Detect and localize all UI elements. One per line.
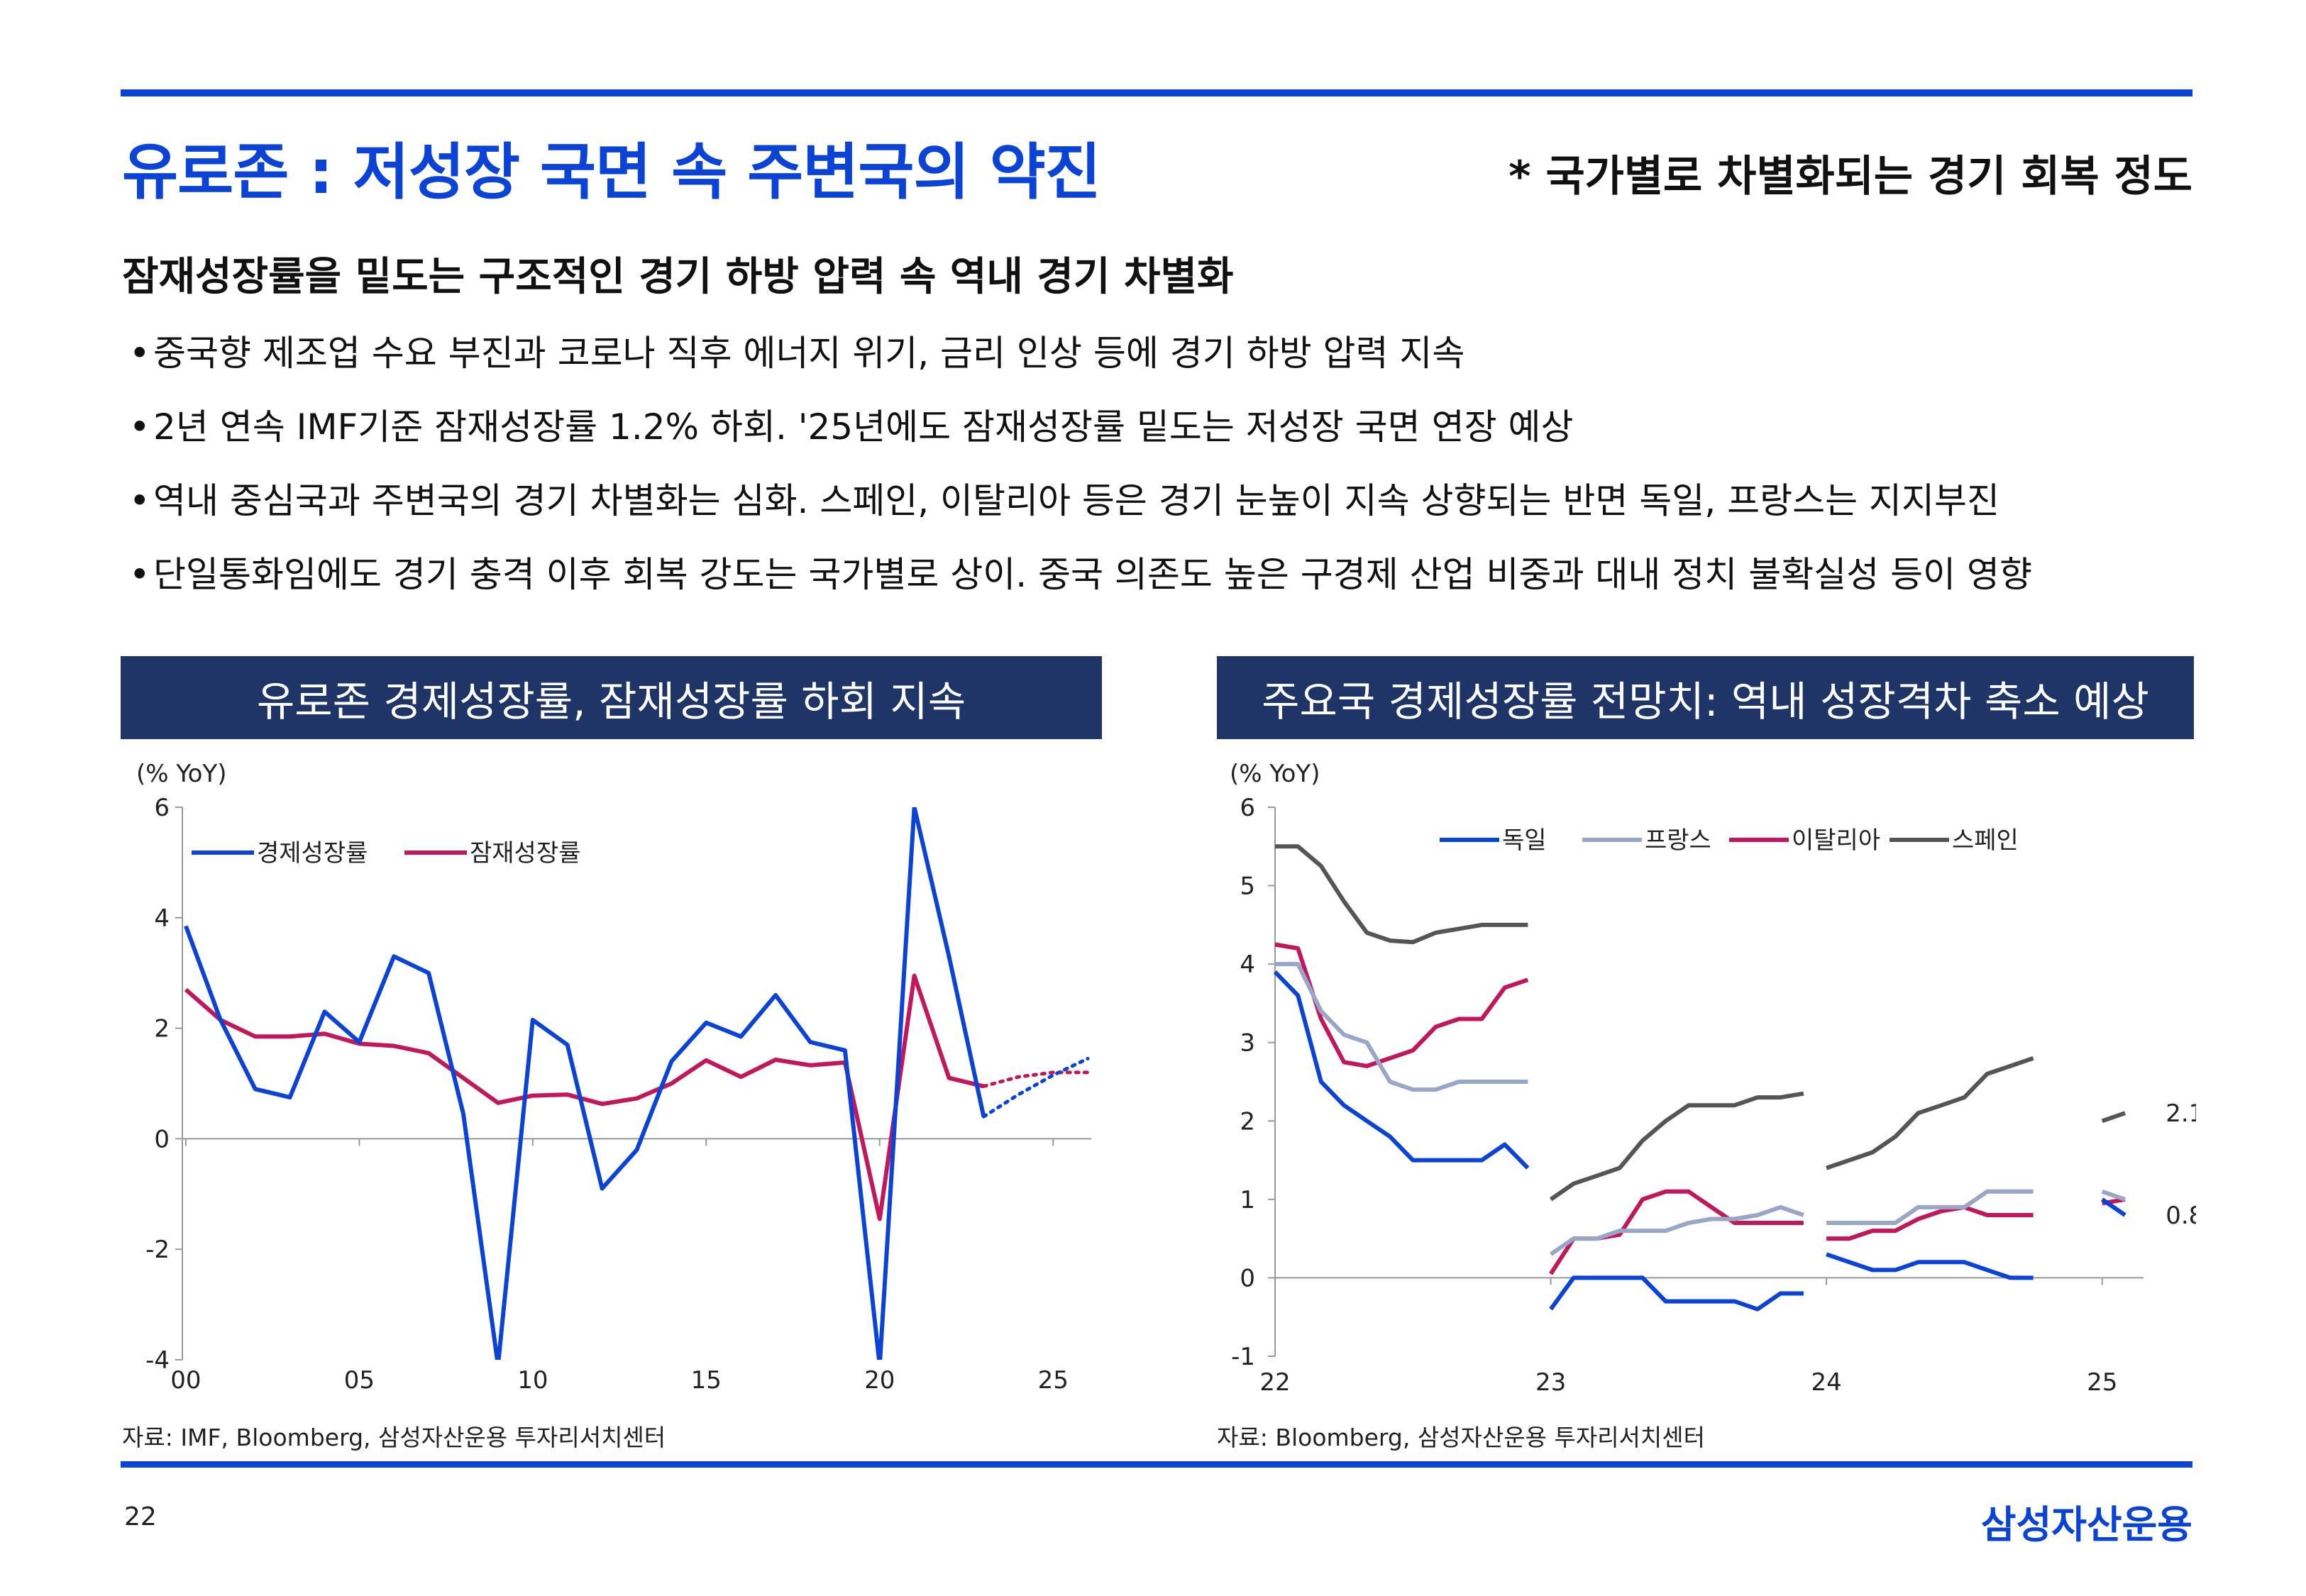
bullet-text: 중국향 제조업 수요 부진과 코로나 직후 에너지 위기, 금리 인상 등에 경… [153, 333, 1465, 374]
series-line-경제성장률 [184, 807, 986, 1360]
bullet-text: 역내 중심국과 주변국의 경기 차별화는 심화. 스페인, 이탈리아 등은 경기… [153, 480, 1999, 521]
page-title: 유로존 : 저성장 국면 속 주변국의 약진 [122, 137, 1101, 208]
forecast-line-경제성장률 [981, 1056, 1090, 1119]
series-line-독일 [2101, 1197, 2126, 1217]
legend-label: 경제성장률 [257, 839, 368, 868]
legend-label: 잠재성장률 [470, 839, 580, 868]
series-line-스페인 [1549, 1091, 1804, 1202]
x-tick-label: 22 [1259, 1368, 1290, 1397]
y-axis-label: (% YoY) [1230, 760, 1320, 788]
series-line-잠재성장률 [184, 973, 985, 1221]
y-tick-label: 4 [1240, 951, 1255, 979]
y-tick-label: 0 [1240, 1264, 1255, 1292]
x-tick-label: 00 [170, 1366, 201, 1395]
y-tick-label: -1 [1231, 1343, 1255, 1371]
y-tick-label: 0 [154, 1125, 170, 1153]
series-line-독일 [1826, 1252, 2034, 1280]
bottom-accent-bar [121, 1461, 2192, 1468]
bullet-list: •중국향 제조업 수요 부진과 코로나 직후 에너지 위기, 금리 인상 등에 … [129, 333, 2032, 628]
x-tick-label: 23 [1535, 1368, 1566, 1397]
x-tick-label: 10 [517, 1366, 548, 1395]
top-accent-bar [121, 89, 2192, 96]
bullet-item: •역내 중심국과 주변국의 경기 차별화는 심화. 스페인, 이탈리아 등은 경… [129, 481, 2032, 555]
legend-label: 프랑스 [1645, 826, 1711, 855]
series-line-프랑스 [1826, 1189, 2034, 1225]
bullet-item: •중국향 제조업 수요 부진과 코로나 직후 에너지 위기, 금리 인상 등에 … [129, 333, 2032, 407]
series-line-독일 [1273, 970, 1530, 1170]
chart2-source: 자료: Bloomberg, 삼성자산운용 투자리서치센터 [1217, 1424, 1705, 1451]
page-subnote: * 국가별로 차별화되는 경기 회복 정도 [1508, 152, 2192, 201]
legend-label: 이탈리아 [1792, 826, 1880, 855]
series-line-프랑스 [2101, 1189, 2126, 1202]
series-line-스페인 [2101, 1111, 2126, 1124]
x-tick-label: 24 [1811, 1368, 1842, 1397]
series-line-이탈리아 [1549, 1189, 1804, 1275]
y-tick-label: 4 [154, 904, 170, 933]
x-tick-label: 15 [691, 1366, 722, 1395]
bullet-item: •단일통화임에도 경기 충격 이후 회복 강도는 국가별로 상이. 중국 의존도… [129, 555, 2032, 628]
x-tick-label: 20 [864, 1366, 895, 1395]
series-line-프랑스 [1549, 1204, 1804, 1256]
chart2-plot: (% YoY) 6 5 4 3 2 1 0 -122 23 24 25 2.1 0.8 독일 프랑스 이탈리아 스… [1230, 760, 2196, 1397]
bullet-mark: • [129, 406, 150, 448]
x-tick-label: 05 [344, 1366, 375, 1395]
series-line-프랑스 [1275, 962, 1528, 1092]
chart1-source: 자료: IMF, Bloomberg, 삼성자산운용 투자리서치센터 [122, 1424, 666, 1451]
x-tick-label: 25 [2087, 1368, 2117, 1397]
y-tick-label: 2 [1240, 1107, 1255, 1136]
bullet-text: 단일통화임에도 경기 충격 이후 회복 강도는 국가별로 상이. 중국 의존도 … [153, 554, 2032, 595]
forecast-line-잠재성장률 [981, 1070, 1090, 1088]
headline: 잠재성장률을 밑도는 구조적인 경기 하방 압력 속 역내 경기 차별화 [122, 254, 1234, 300]
y-tick-label: 3 [1240, 1029, 1255, 1058]
series-line-스페인 [1275, 844, 1528, 945]
y-axis-label: (% YoY) [136, 760, 226, 788]
series-line-이탈리아 [1826, 1204, 2034, 1241]
chart1-title: 유로존 경제성장률, 잠재성장률 하회 지속 [121, 656, 1102, 739]
page-number: 22 [124, 1502, 157, 1531]
bullet-mark: • [129, 480, 150, 521]
chart2-title: 주요국 경제성장률 전망치: 역내 성장격차 축소 예상 [1217, 656, 2194, 739]
bullet-mark: • [129, 554, 150, 595]
x-tick-label: 25 [1038, 1366, 1069, 1395]
series-line-독일 [1549, 1275, 1804, 1312]
legend-label: 스페인 [1952, 826, 2019, 855]
y-tick-label: 2 [154, 1015, 170, 1043]
bullet-item: •2년 연속 IMF기준 잠재성장률 1.2% 하회. '25년에도 잠재성장률… [129, 407, 2032, 481]
data-label: 2.1 [2166, 1099, 2196, 1128]
brand-logo-text: 삼성자산운용 [1980, 1502, 2192, 1547]
series-line-스페인 [1826, 1055, 2034, 1170]
y-tick-label: -4 [145, 1346, 170, 1375]
y-tick-label: 6 [1240, 794, 1255, 822]
bullet-text: 2년 연속 IMF기준 잠재성장률 1.2% 하회. '25년에도 잠재성장률 … [153, 406, 1574, 448]
y-tick-label: -2 [145, 1236, 170, 1264]
y-tick-label: 5 [1240, 872, 1255, 901]
bullet-mark: • [129, 333, 150, 374]
y-tick-label: 1 [1240, 1186, 1255, 1214]
data-label: 0.8 [2166, 1202, 2196, 1230]
y-tick-label: 6 [154, 794, 170, 822]
legend-label: 독일 [1502, 826, 1547, 855]
